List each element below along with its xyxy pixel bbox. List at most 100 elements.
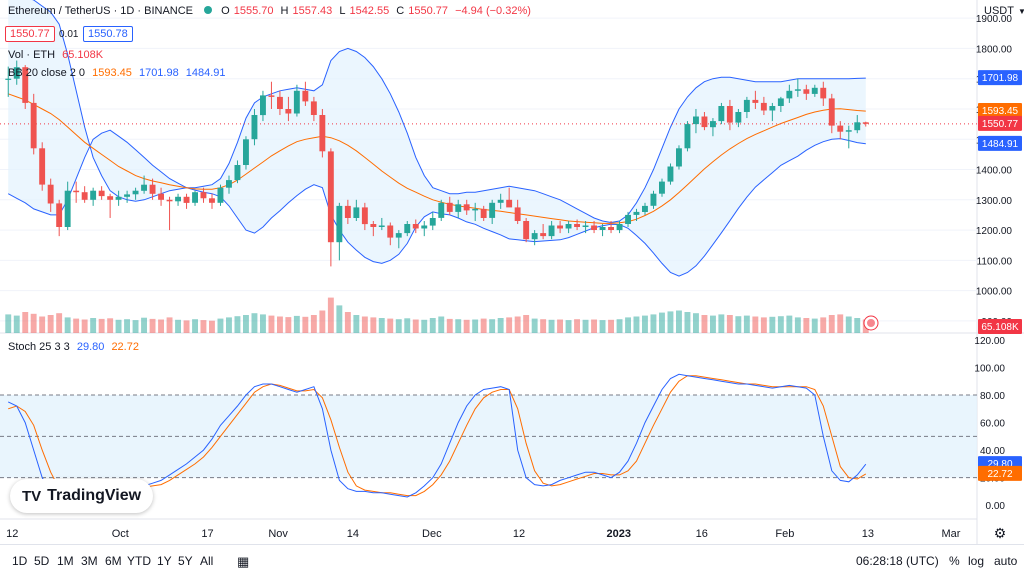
percent-toggle[interactable]: % [949,554,960,568]
candle-body [769,106,776,111]
timeframe-5d[interactable]: 5D [34,554,50,568]
volume-bar [90,318,97,333]
event-flag-inner-icon [867,319,875,327]
candle-body [523,221,530,240]
ohlc-high-label: H [280,5,289,17]
volume-bar [684,312,691,333]
ohlc-open: 1555.70 [233,5,274,17]
stoch-tick-label: 40.00 [980,446,1005,457]
volume-bar [166,317,173,333]
candle-body [548,225,555,237]
bb-basis-axis-label: 1593.45 [982,106,1019,117]
currency-selector[interactable]: USDT ▼ [984,5,1024,17]
candle-body [480,208,487,218]
candle-body [404,224,411,234]
candle-body [158,193,164,200]
volume-bar [39,316,46,333]
stoch-tick-label: 0.00 [986,501,1006,512]
price-chart[interactable]: 1900.001800.001700.001600.001500.001400.… [0,0,1024,544]
price-tick-label: 1800.00 [976,44,1013,55]
candle-body [438,202,445,218]
volume-bar [497,318,504,333]
candle-body [234,165,241,181]
volume-legend[interactable]: Vol · ETH 65.108K [8,49,107,61]
price-tick-label: 1900.00 [976,14,1013,25]
candle-body [574,224,580,227]
candle-body [344,205,351,218]
candle-body [446,202,453,212]
timeframe-5y[interactable]: 5Y [178,554,193,568]
candle-body [336,205,343,243]
volume-bar [565,320,572,333]
bb-fill-area [8,0,866,277]
candle-body [684,124,691,149]
candle-body [659,181,665,194]
bid-price-button[interactable]: 1550.77 [5,26,55,42]
date-range-calendar-icon[interactable]: ▦ [237,554,250,569]
utc-clock[interactable]: 06:28:18 (UTC) [856,554,939,568]
candle-body [667,166,674,182]
candle-body [81,192,88,200]
ask-price-button[interactable]: 1550.78 [83,26,133,42]
candle-body [421,225,428,229]
stoch-d-line [8,375,867,497]
candle-body [260,95,266,116]
candle-body [752,99,759,103]
candle-body [277,96,283,109]
candle-body [557,225,563,229]
candle-body [412,224,419,229]
candle-body [803,89,810,94]
volume-bar [582,319,589,333]
volume-bar [107,318,114,333]
volume-bar [726,315,733,333]
stoch-legend[interactable]: Stoch 25 3 3 29.80 22.72 [8,341,143,353]
stoch-tick-label: 60.00 [980,419,1005,430]
timeframe-ytd[interactable]: YTD [127,554,151,568]
time-tick-label: 2023 [606,528,630,540]
timeframe-1m[interactable]: 1M [57,554,74,568]
volume-bar [412,319,419,333]
candle-body [149,184,156,194]
bb-upper-line [32,0,866,224]
bb-label: BB 20 close 2 0 [8,67,86,79]
auto-toggle[interactable]: auto [994,554,1018,568]
timeframe-6m[interactable]: 6M [105,554,122,568]
volume-bar [421,319,428,333]
stoch-tick-label: 100.00 [974,363,1005,374]
volume-bar [625,317,631,333]
volume-bar [837,314,844,333]
candle-body [506,199,513,208]
symbol-title[interactable]: Ethereum / TetherUS · 1D · BINANCE [8,5,194,17]
candle-body [514,207,521,221]
last-price-axis-label-bg [978,115,1022,131]
volume-bar [531,318,538,333]
candle-body [243,139,249,165]
timeframe-1d[interactable]: 1D [12,554,28,568]
candle-body [642,205,648,212]
volume-bar [667,311,674,333]
candle-body [591,225,597,230]
candle-body [183,196,190,203]
volume-bar [13,315,20,333]
candle-body [820,87,827,99]
stoch-d-axis-label: 22.72 [987,469,1012,480]
time-tick-label: 14 [347,528,359,540]
volume-bar [260,314,266,333]
volume-bar [608,319,614,333]
volume-bar [370,317,377,333]
candle-body [268,95,275,97]
candle-body [845,130,852,132]
timeframe-all[interactable]: All [200,554,214,568]
candle-body [353,207,360,218]
candle-body [107,196,114,200]
log-toggle[interactable]: log [968,554,985,568]
volume-bar [387,318,394,333]
timeframe-1y[interactable]: 1Y [157,554,172,568]
volume-bar [344,312,351,333]
gear-icon[interactable]: ⚙ [994,525,1007,541]
volume-bar [506,317,513,333]
volume-bar [302,316,309,333]
tradingview-logo[interactable]: TV TradingView [10,479,153,513]
bb-legend[interactable]: BB 20 close 2 0 1593.45 1701.98 1484.91 [8,67,230,79]
timeframe-3m[interactable]: 3M [81,554,98,568]
